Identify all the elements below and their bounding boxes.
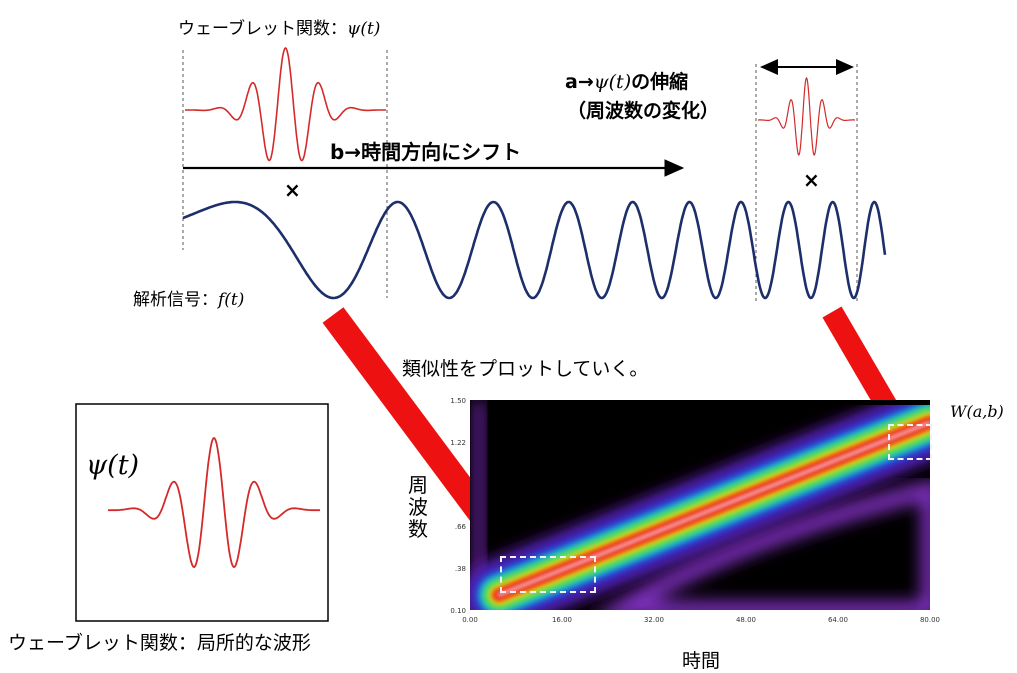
x-tick-label: 48.00 [736,616,756,624]
x-tick-label: 80.00 [920,616,940,624]
ridge-layer-core [497,421,930,597]
wavelet-top-symbol: ψ(t) [346,19,381,39]
box-symbol: ψ(t) [86,450,140,481]
x-tick-label: 16.00 [552,616,572,624]
x-tick-label: 0.00 [462,616,478,624]
heatmap-title: W(a,b) [950,402,1004,421]
heatmap-ylabel: 周波数 [408,473,428,541]
y-tick-label: .38 [455,565,466,573]
multiply-symbol-right: × [803,168,820,192]
signal-label: 解析信号：f(t) [133,290,245,310]
heatmap-lower-halo [603,480,930,610]
wavelet-top-curve [185,47,386,162]
signal-symbol: f(t) [218,290,245,310]
wavelet-top-label: ウェーブレット関数：ψ(t) [178,19,381,39]
x-tick-label: 64.00 [828,616,848,624]
wavelet-stretched-curve [758,77,855,156]
heatmap-left-glow [472,400,486,610]
signal-curve [182,200,887,300]
shift-label: b→時間方向にシフト [330,140,522,164]
highlight-box-low [500,556,596,593]
heatmap-xlabel: 時間 [682,650,721,672]
y-tick-label: 1.50 [450,397,466,405]
wavelet-box [75,403,329,622]
box-caption: ウェーブレット関数：局所的な波形 [8,632,311,654]
heatmap-chart: 0.00 16.00 32.00 48.00 64.00 80.00 1.50 1.22 .66… [450,397,940,624]
stretch-label: a→ψ(t)の伸縮 [565,71,689,93]
y-tick-label: 1.22 [450,439,466,447]
highlight-box-high [888,424,932,460]
y-tick-label: 0.10 [450,607,466,615]
plot-caption: 類似性をプロットしていく。 [402,358,649,380]
multiply-symbol-left: × [284,178,301,202]
x-tick-label: 32.00 [644,616,664,624]
y-tick-label: .66 [455,523,467,531]
wavelet-box-curve [107,436,321,568]
stretch-label-line2: （周波数の変化） [567,100,720,122]
